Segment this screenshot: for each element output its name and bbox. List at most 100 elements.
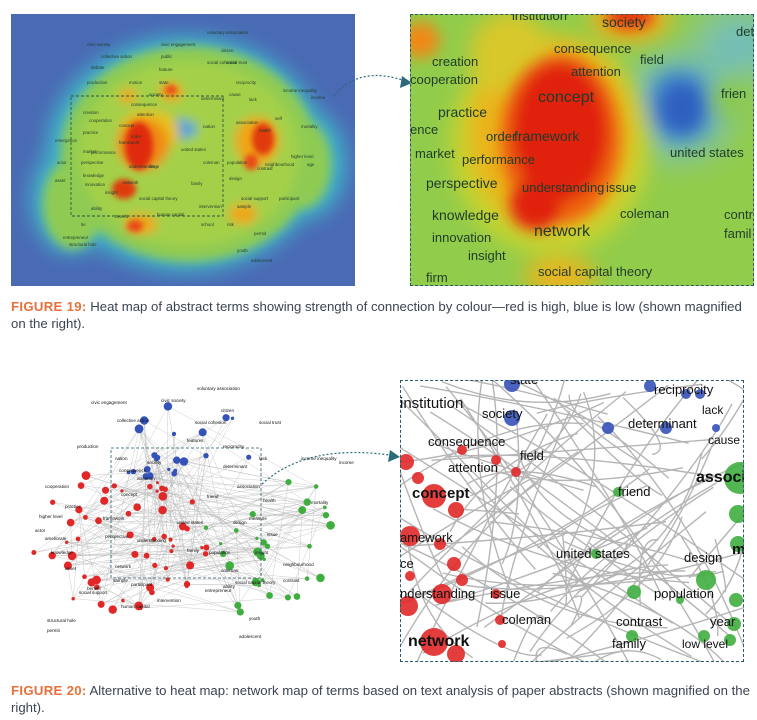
- network-edge: [499, 410, 571, 624]
- network-term-label: adolescent: [239, 634, 262, 639]
- network-zoom-term-label: friend: [618, 484, 651, 499]
- network-node: [138, 606, 143, 611]
- network-term-label: issue: [267, 532, 278, 537]
- network-zoom-term-label: m: [732, 541, 744, 558]
- network-node: [156, 481, 160, 485]
- network-node: [696, 570, 716, 590]
- heat-zoom-term-label: institution: [512, 14, 567, 23]
- network-zoom-term-label: determinant: [628, 416, 697, 431]
- figure19-caption: FIGURE 19: Heat map of abstract terms sh…: [11, 298, 751, 332]
- network-edge: [133, 432, 203, 472]
- network-edge: [140, 584, 188, 609]
- magnify-connector-arrow-2: [261, 450, 400, 485]
- network-term-label: cooperation: [45, 484, 69, 489]
- network-node: [203, 544, 210, 551]
- network-node: [130, 468, 137, 475]
- network-edge: [84, 546, 268, 577]
- network-edge: [85, 517, 263, 581]
- network-node: [303, 498, 311, 506]
- network-node: [163, 402, 173, 411]
- network-edge: [186, 584, 260, 586]
- network-edge: [400, 391, 627, 604]
- network-term-label: coleman: [221, 568, 239, 573]
- network-edge: [167, 565, 191, 580]
- network-zoom-term-label: cause: [708, 433, 740, 447]
- network-node: [432, 584, 452, 604]
- network-node: [189, 499, 195, 505]
- network-node: [681, 389, 691, 399]
- network-edge: [491, 380, 715, 662]
- network-edge: [165, 489, 206, 554]
- network-edge: [138, 476, 147, 606]
- network-node: [412, 472, 424, 484]
- heat-term-label: practice: [83, 130, 99, 135]
- heat-map-magnified: institution society det creation consequence…: [410, 14, 754, 286]
- network-node: [284, 594, 292, 601]
- network-zoom-term-label: population: [654, 586, 714, 601]
- network-edge: [176, 460, 289, 483]
- network-term-label: perspective: [105, 534, 129, 539]
- heat-term-label: insight: [105, 190, 118, 195]
- network-term-label: friend: [207, 494, 219, 499]
- network-edge: [162, 509, 253, 515]
- heat-term-label: social cohesion: [207, 60, 238, 65]
- network-edge: [140, 476, 147, 609]
- network-edge: [171, 481, 289, 552]
- network-edge: [561, 534, 568, 606]
- heat-term-label: emergence: [55, 138, 78, 143]
- network-node: [322, 505, 327, 510]
- network-node: [152, 562, 158, 568]
- network-edge: [288, 481, 317, 487]
- network-zoom-term-label: low level: [682, 637, 728, 651]
- heat-term-label: knowledge: [83, 173, 105, 178]
- network-term-label: features: [187, 438, 204, 443]
- network-term-label: entrepreneur: [205, 588, 232, 593]
- heat-term-label: debate: [91, 65, 105, 70]
- network-edge: [52, 457, 249, 556]
- network-node: [143, 465, 151, 473]
- network-term-label: human capital: [121, 604, 150, 609]
- heat-term-label: lack: [249, 97, 258, 102]
- network-edge: [66, 542, 288, 598]
- network-node: [151, 452, 158, 459]
- network-edge: [101, 559, 265, 605]
- network-zoom-term-label: year: [710, 614, 736, 629]
- heat-zoom-term-label: field: [640, 52, 664, 67]
- network-zoom-term-label: institution: [400, 395, 463, 412]
- network-edge: [205, 553, 270, 596]
- network-term-label: family: [187, 548, 200, 553]
- network-node: [304, 576, 310, 581]
- network-edge: [432, 508, 690, 584]
- heat-zoom-term-label: ence: [410, 122, 438, 137]
- network-term-label: voluntary association: [197, 386, 240, 391]
- network-edge: [67, 432, 203, 566]
- network-node: [456, 574, 468, 586]
- network-zoom-term-label: ce: [400, 556, 414, 571]
- network-term-label: intervention: [157, 598, 181, 603]
- network-edge: [189, 457, 249, 566]
- network-edge: [420, 385, 689, 444]
- network-node: [66, 518, 75, 527]
- heat-zoom-term-label: consequence: [554, 41, 631, 56]
- network-edge: [400, 517, 705, 662]
- heat-map-overview: voluntary association civic society civic …: [11, 14, 355, 286]
- network-edge: [105, 489, 166, 491]
- network-edge: [597, 416, 744, 649]
- network-node: [405, 571, 415, 581]
- network-edge: [306, 486, 317, 579]
- network-edge: [568, 394, 641, 463]
- network-edge: [448, 570, 686, 603]
- network-node: [203, 525, 209, 530]
- network-edge: [78, 489, 166, 510]
- network-node: [266, 592, 273, 599]
- network-node: [165, 577, 170, 582]
- network-edge: [96, 559, 265, 588]
- network-node: [724, 462, 744, 494]
- network-node: [448, 502, 464, 518]
- network-edge: [402, 386, 536, 570]
- network-edge: [85, 475, 310, 547]
- heat-term-label: human capital: [157, 212, 184, 217]
- heat-term-label: benefit: [115, 214, 129, 219]
- network-zoom-term-label: attention: [448, 460, 498, 475]
- network-zoom-term-label: field: [520, 448, 544, 463]
